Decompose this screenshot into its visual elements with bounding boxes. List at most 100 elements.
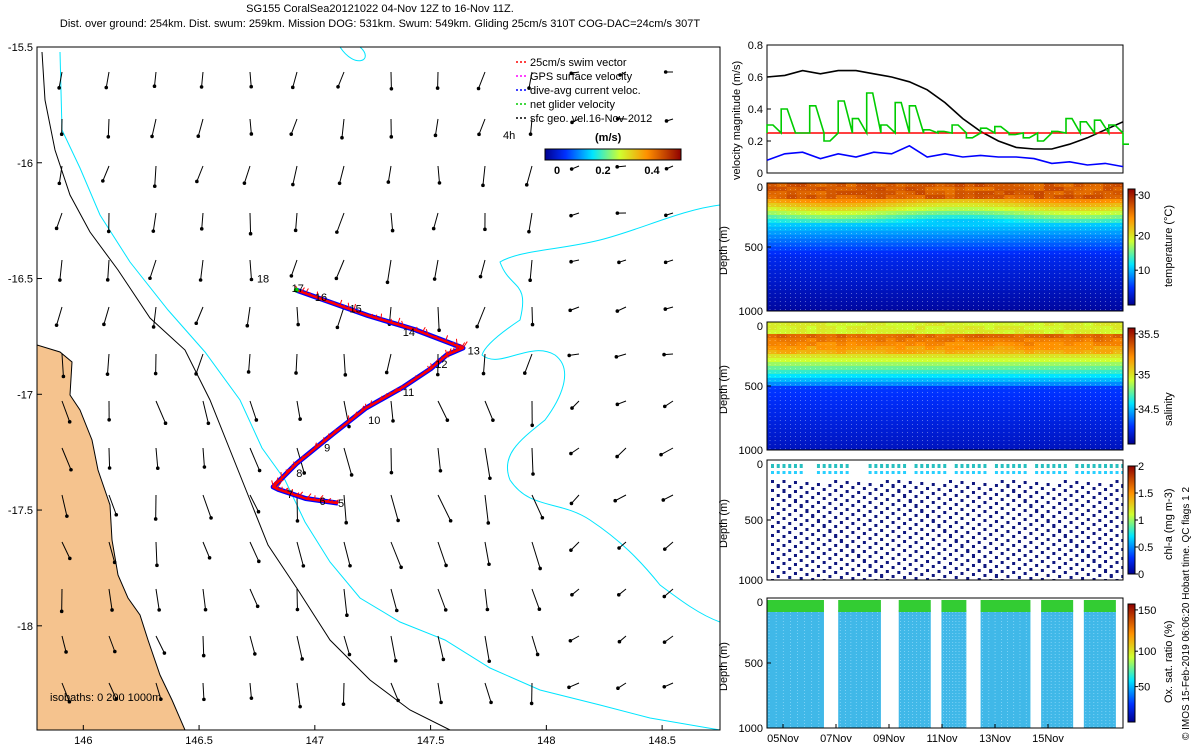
chla-deep-dot bbox=[880, 493, 884, 496]
chla-deep-dot bbox=[771, 516, 774, 519]
section-cell bbox=[1083, 215, 1094, 220]
current-vector bbox=[614, 494, 627, 502]
section-cell bbox=[954, 195, 966, 200]
current-vector-head bbox=[257, 468, 262, 473]
section-cell bbox=[1063, 402, 1075, 407]
section-cell bbox=[1034, 191, 1045, 196]
section-cell bbox=[796, 187, 808, 192]
section-cell bbox=[915, 195, 926, 200]
section-cell bbox=[1034, 271, 1045, 276]
chla-deep-dot bbox=[926, 533, 930, 536]
section-cell bbox=[925, 199, 936, 204]
section-cell bbox=[1063, 187, 1075, 192]
section-cell bbox=[945, 358, 956, 363]
chla-deep-dot bbox=[845, 572, 849, 575]
section-cell bbox=[1004, 354, 1015, 359]
section-cell bbox=[915, 223, 926, 228]
current-vector bbox=[390, 682, 399, 701]
current-vector-head bbox=[568, 308, 572, 313]
current-vector bbox=[437, 541, 447, 566]
section-cell bbox=[885, 215, 897, 220]
section-cell bbox=[1063, 422, 1075, 427]
section-cell bbox=[1083, 235, 1094, 240]
section-cell bbox=[984, 231, 996, 236]
current-vector bbox=[201, 212, 204, 229]
section-cell bbox=[905, 191, 916, 196]
current-vector-head bbox=[105, 278, 110, 282]
section-cell bbox=[1073, 183, 1085, 188]
section-cell bbox=[925, 366, 936, 371]
current-vector-head bbox=[617, 593, 621, 597]
chla-deep-dot bbox=[793, 563, 797, 566]
section-cell bbox=[1004, 370, 1015, 375]
section-cell bbox=[1113, 199, 1123, 204]
section-cell bbox=[945, 199, 956, 204]
section-cell bbox=[816, 434, 827, 439]
chla-deep-dot bbox=[862, 541, 866, 544]
chla-deep-dot bbox=[1035, 482, 1039, 485]
section-cell bbox=[1093, 191, 1104, 196]
section-cell bbox=[984, 279, 996, 284]
section-cell bbox=[1053, 382, 1065, 387]
section-cell bbox=[856, 243, 867, 248]
section-cell bbox=[984, 247, 996, 252]
chla-deep-dot bbox=[937, 552, 941, 555]
section-cell bbox=[786, 370, 798, 375]
swim-vector bbox=[296, 459, 302, 465]
chla-deep-dot bbox=[1086, 491, 1090, 494]
chla-surface-dot bbox=[891, 464, 895, 468]
section-cell bbox=[994, 350, 1005, 355]
chla-deep-dot bbox=[977, 487, 981, 490]
section-cell bbox=[1083, 271, 1094, 276]
section-cell bbox=[954, 215, 966, 220]
section-cell bbox=[1103, 219, 1114, 224]
chla-deep-dot bbox=[983, 555, 987, 558]
section-cell bbox=[1063, 195, 1075, 200]
current-vector-head bbox=[617, 260, 621, 265]
section-cell bbox=[925, 227, 936, 232]
section-cell bbox=[767, 422, 778, 427]
waypoint-label: 17 bbox=[292, 283, 304, 295]
chla-deep-dot bbox=[1017, 558, 1021, 561]
section-cell bbox=[1083, 326, 1094, 331]
chla-surface-dot bbox=[816, 471, 820, 474]
current-vector-head bbox=[396, 698, 400, 703]
section-cell bbox=[1083, 330, 1094, 335]
current-vector bbox=[341, 118, 345, 138]
section-cell bbox=[1073, 326, 1085, 331]
section-cell bbox=[826, 442, 837, 447]
waypoint-label: 5 bbox=[338, 498, 344, 510]
section-cell bbox=[1073, 414, 1085, 419]
swim-vector bbox=[430, 363, 433, 368]
chla-deep-dot bbox=[834, 489, 838, 492]
section-cell bbox=[1113, 446, 1123, 450]
section-cell bbox=[964, 303, 976, 308]
chla-deep-dot bbox=[989, 551, 993, 554]
section-cell bbox=[856, 346, 867, 351]
chla-deep-dot bbox=[851, 531, 855, 534]
section-cell bbox=[915, 255, 926, 260]
section-cell bbox=[905, 342, 916, 347]
section-cell bbox=[826, 255, 837, 260]
chla-deep-dot bbox=[931, 483, 935, 486]
section-cell bbox=[964, 418, 976, 423]
swim-vector bbox=[305, 454, 310, 457]
current-vector bbox=[195, 353, 204, 374]
section-cell bbox=[974, 251, 986, 256]
date-tick-label: 09Nov bbox=[873, 733, 905, 745]
section-cell bbox=[1083, 354, 1094, 359]
chla-deep-dot bbox=[1012, 562, 1016, 565]
section-cell bbox=[1043, 271, 1055, 276]
section-cell bbox=[767, 219, 778, 224]
section-cell bbox=[964, 342, 976, 347]
swim-vector bbox=[321, 497, 324, 501]
section-cell bbox=[964, 426, 976, 431]
section-cell bbox=[945, 370, 956, 375]
section-cell bbox=[1043, 398, 1055, 403]
current-vector bbox=[155, 682, 162, 700]
chla-deep-dot bbox=[1029, 495, 1033, 498]
chla-deep-dot bbox=[782, 499, 786, 502]
section-cell bbox=[1103, 438, 1114, 443]
chla-surface-dot bbox=[839, 471, 843, 474]
